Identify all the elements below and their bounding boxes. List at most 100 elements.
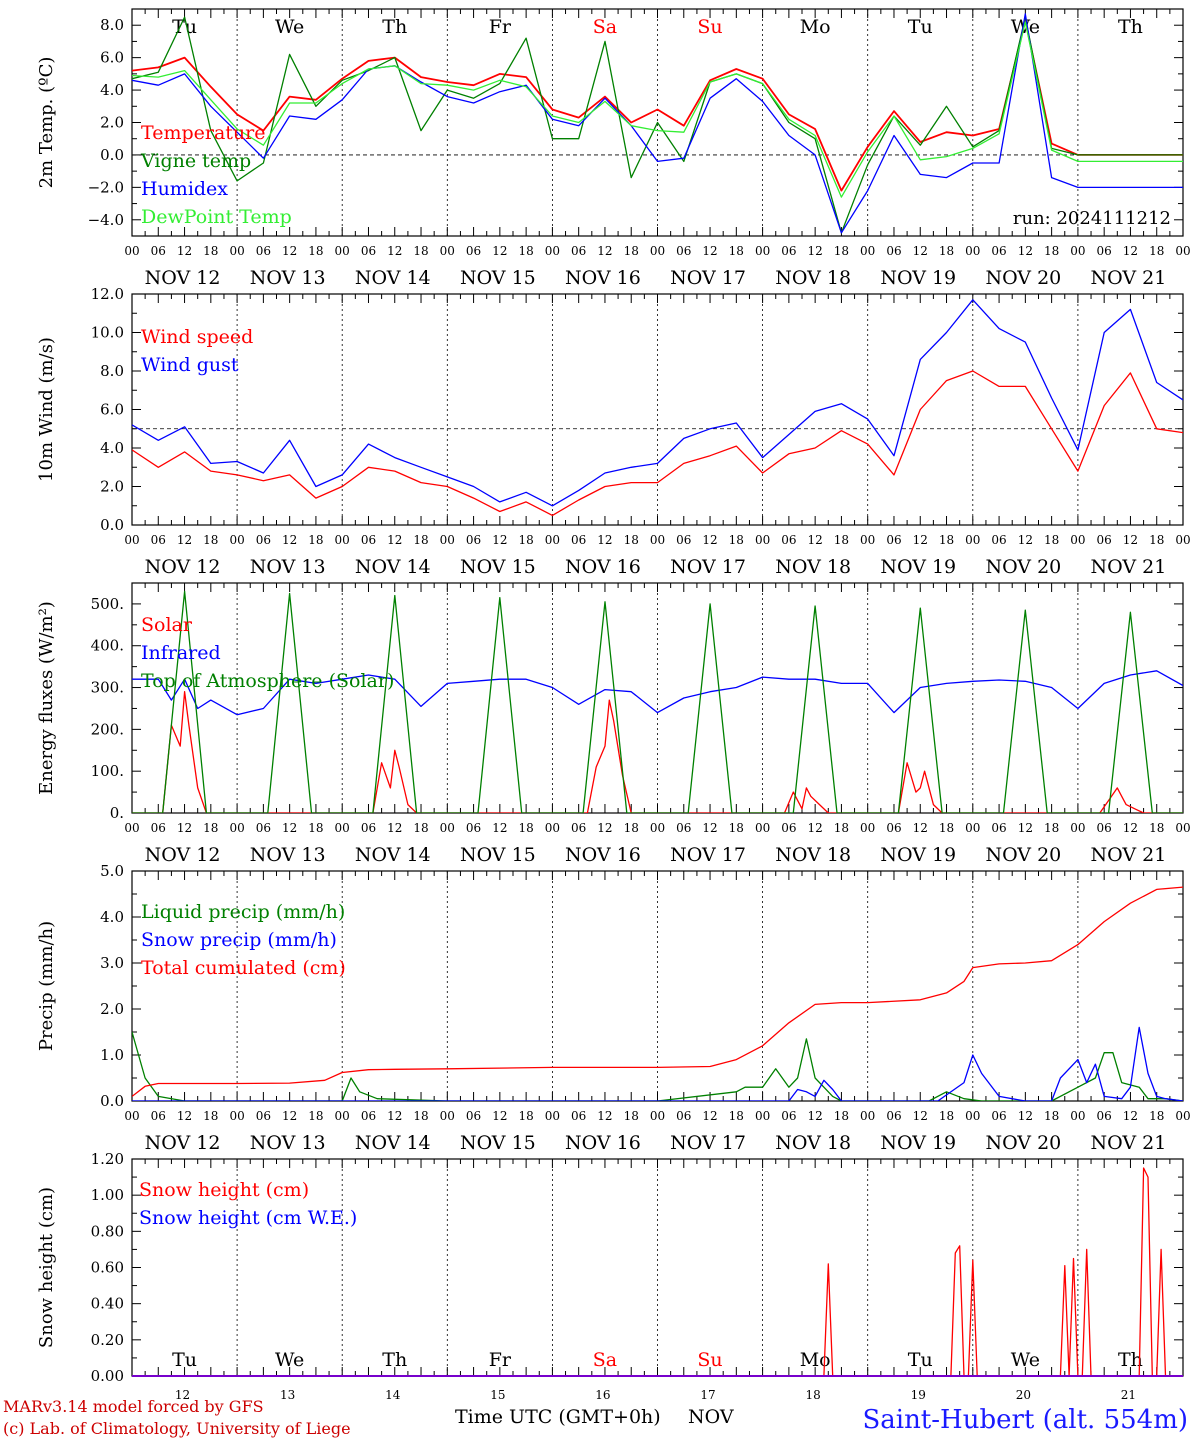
y-tick-label: 2.0 bbox=[100, 478, 124, 496]
y-tick-label: 0.20 bbox=[91, 1331, 124, 1349]
weekday-label: Tu bbox=[172, 16, 197, 38]
y-tick-label: 0.0 bbox=[100, 1092, 124, 1110]
date-label: NOV 16 bbox=[565, 267, 641, 289]
legend-entry: Liquid precip (mm/h) bbox=[141, 901, 345, 923]
hour-label: 00 bbox=[1070, 1109, 1085, 1123]
hour-label: 18 bbox=[1044, 533, 1059, 547]
hour-label: 18 bbox=[834, 821, 849, 835]
weekday-label: Th bbox=[1118, 16, 1143, 38]
date-label: NOV 17 bbox=[670, 844, 746, 866]
y-tick-label: 2.0 bbox=[100, 114, 124, 132]
legend-entry: Infrared bbox=[141, 642, 221, 664]
hour-label: 12 bbox=[597, 533, 612, 547]
hour-label: 12 bbox=[808, 244, 823, 258]
run-label: run: 2024111212 bbox=[1013, 208, 1171, 229]
hour-label: 12 bbox=[913, 244, 928, 258]
date-label: NOV 17 bbox=[670, 556, 746, 578]
date-label: NOV 13 bbox=[250, 556, 326, 578]
date-label: NOV 16 bbox=[565, 556, 641, 578]
date-label: NOV 19 bbox=[880, 267, 956, 289]
y-tick-label: 500. bbox=[91, 595, 124, 613]
hour-label: 12 bbox=[1123, 244, 1138, 258]
y-axis-title: 10m Wind (m/s) bbox=[36, 337, 57, 482]
hour-label: 06 bbox=[886, 244, 901, 258]
hour-label: 18 bbox=[413, 533, 428, 547]
hour-label: 12 bbox=[702, 244, 717, 258]
weekday-label: Su bbox=[697, 16, 722, 38]
hour-label: 00 bbox=[440, 533, 455, 547]
hour-label: 18 bbox=[308, 821, 323, 835]
hour-label: 06 bbox=[991, 821, 1006, 835]
y-tick-label: 0.0 bbox=[100, 516, 124, 534]
y-tick-label: 200. bbox=[91, 720, 124, 738]
y-tick-label: 8.0 bbox=[100, 16, 124, 34]
hour-label: 00 bbox=[124, 821, 139, 835]
hour-label: 00 bbox=[755, 821, 770, 835]
hour-label: 06 bbox=[256, 1109, 271, 1123]
hour-label: 06 bbox=[571, 1109, 586, 1123]
hour-label: 06 bbox=[256, 821, 271, 835]
date-label: NOV 20 bbox=[985, 267, 1061, 289]
date-label: NOV 13 bbox=[250, 844, 326, 866]
series-line-vigne-temp bbox=[132, 16, 1183, 234]
hour-label: 12 bbox=[913, 1109, 928, 1123]
weekday-label: Sa bbox=[593, 16, 617, 38]
weekday-label: Fr bbox=[489, 1349, 512, 1371]
y-tick-label: 0.00 bbox=[91, 1367, 124, 1385]
hour-label: 12 bbox=[913, 821, 928, 835]
weekday-label: Sa bbox=[593, 1349, 617, 1371]
hour-label: 00 bbox=[545, 244, 560, 258]
weekday-label: Th bbox=[382, 1349, 407, 1371]
legend-entry: Solar bbox=[141, 614, 193, 636]
y-tick-label: −2.0 bbox=[88, 178, 124, 196]
hour-label: 00 bbox=[650, 1109, 665, 1123]
hour-label: 12 bbox=[387, 533, 402, 547]
y-tick-label: 4.0 bbox=[100, 81, 124, 99]
series-line-top-of-atmosphere-solar- bbox=[132, 590, 1183, 813]
date-label: NOV 12 bbox=[145, 267, 221, 289]
y-tick-label: 4.0 bbox=[100, 908, 124, 926]
hour-label: 00 bbox=[335, 821, 350, 835]
day-number: 21 bbox=[1121, 1388, 1136, 1402]
hour-label: 06 bbox=[466, 533, 481, 547]
hour-label: 12 bbox=[177, 821, 192, 835]
panel-1: −4.0 −2.0 0.0 2.0 4.0 6.0 8.0 00 06 12 18 NOV 12 00 0… bbox=[36, 8, 1191, 289]
hour-label: 00 bbox=[1070, 533, 1085, 547]
hour-label: 12 bbox=[177, 1109, 192, 1123]
hour-label: 00 bbox=[124, 244, 139, 258]
date-label: NOV 12 bbox=[145, 556, 221, 578]
legend-entry: Snow height (cm W.E.) bbox=[139, 1207, 357, 1229]
hour-label: 06 bbox=[571, 244, 586, 258]
hour-label: 18 bbox=[729, 533, 744, 547]
date-label: NOV 20 bbox=[985, 1132, 1061, 1154]
y-tick-label: 1.0 bbox=[100, 1046, 124, 1064]
y-axis-title: 2m Temp. (ºC) bbox=[36, 57, 57, 189]
hour-label: 18 bbox=[624, 533, 639, 547]
hour-label: 12 bbox=[1123, 533, 1138, 547]
date-label: NOV 14 bbox=[355, 1132, 431, 1154]
hour-label: 12 bbox=[492, 1109, 507, 1123]
hour-label: 00 bbox=[965, 533, 980, 547]
hour-label: 06 bbox=[781, 821, 796, 835]
hour-label: 00 bbox=[860, 821, 875, 835]
date-label: NOV 14 bbox=[355, 556, 431, 578]
hour-label: 00 bbox=[755, 244, 770, 258]
date-label: NOV 14 bbox=[355, 844, 431, 866]
weekday-label: Mo bbox=[800, 1349, 831, 1371]
date-label: NOV 15 bbox=[460, 267, 536, 289]
date-label: NOV 19 bbox=[880, 844, 956, 866]
legend-entry: Wind speed bbox=[141, 326, 253, 348]
hour-label: 00 bbox=[229, 1109, 244, 1123]
hour-label: 00 bbox=[1175, 1109, 1190, 1123]
hour-label: 18 bbox=[203, 533, 218, 547]
hour-label: 00 bbox=[545, 533, 560, 547]
hour-label: 18 bbox=[624, 244, 639, 258]
hour-label: 18 bbox=[518, 1109, 533, 1123]
weekday-label: We bbox=[1011, 16, 1040, 38]
hour-label: 12 bbox=[597, 1109, 612, 1123]
y-tick-label: 4.0 bbox=[100, 439, 124, 457]
hour-label: 18 bbox=[308, 533, 323, 547]
hour-label: 18 bbox=[413, 1109, 428, 1123]
hour-label: 18 bbox=[1044, 244, 1059, 258]
hour-label: 18 bbox=[1044, 821, 1059, 835]
